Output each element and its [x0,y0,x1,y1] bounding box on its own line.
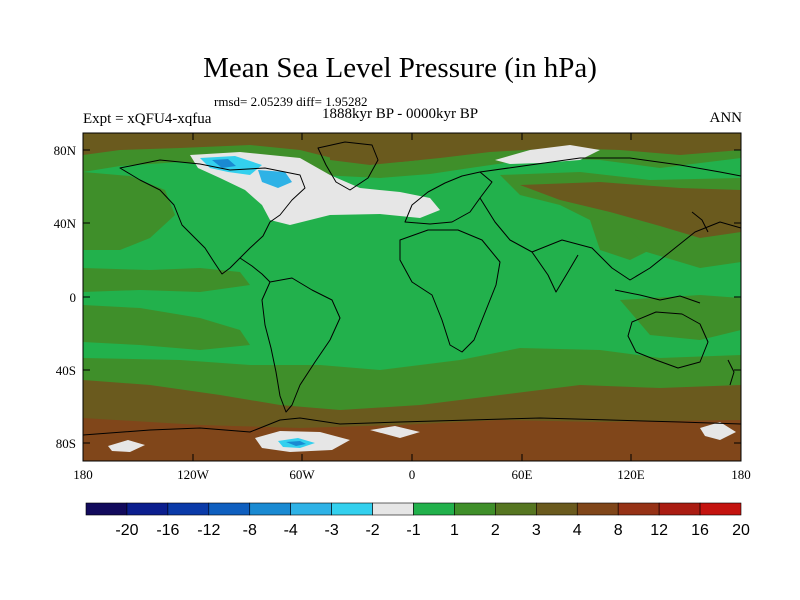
lat-label: 0 [70,290,77,305]
colorbar-swatch [249,502,291,516]
colorbar-label: 4 [573,522,582,539]
lon-label: 180 [73,467,93,482]
map-title: Mean Sea Level Pressure (in hPa) [203,52,597,84]
colorbar-label: -16 [156,522,179,539]
colorbar-label: 1 [450,522,459,539]
longitude-axis: 180 120W 60W 0 60E 120E 180 [73,467,751,482]
map-field [83,133,741,461]
lon-label: 60E [512,467,533,482]
lon-label: 120E [617,467,645,482]
colorbar-swatch [617,502,660,516]
colorbar-label: -4 [284,522,298,539]
colorbar-label: 12 [650,522,668,539]
colorbar-swatch [126,502,169,516]
colorbar-swatch [658,502,701,516]
colorbar-swatch [167,502,210,516]
field-8-12-band [83,418,741,461]
colorbar-swatch [495,502,537,516]
colorbar-swatch [372,502,414,516]
axis-ticks [83,133,741,461]
lat-label: 80N [54,143,77,158]
lon-label: 180 [731,467,751,482]
colorbar-swatch [331,502,373,516]
colorbar-swatch [208,502,251,516]
colorbar-swatch [536,502,578,516]
colorbar-label: -20 [115,522,138,539]
lat-label: 40S [56,363,76,378]
lon-label: 0 [409,467,416,482]
colorbar-label: -1 [406,522,420,539]
lat-label: 80S [56,436,76,451]
colorbar-swatch [413,502,455,516]
colorbar-swatch [576,502,619,516]
experiment-label: Expt = xQFU4-xqfua [83,111,212,127]
colorbar-label: 20 [732,522,750,539]
colorbar: -20 -16 -12 -8 -4 -3 -2 -1 1 2 3 4 8 12 16 20 [85,502,750,539]
colorbar-label: -8 [243,522,257,539]
rmsd-diff-stats: rmsd= 2.05239 diff= 1.95282 [214,94,368,109]
colorbar-label: -2 [365,522,379,539]
colorbar-swatch [454,502,496,516]
lon-label: 60W [289,467,315,482]
colorbar-label: 8 [614,522,623,539]
season-label: ANN [709,110,743,126]
lon-label: 120W [177,467,210,482]
field-negative-patches [200,156,315,448]
coastlines [83,141,741,436]
colorbar-swatch [699,502,742,516]
colorbar-label: 16 [691,522,709,539]
time-period-label: 1888kyr BP - 0000kyr BP [322,106,479,122]
colorbar-label: 3 [532,522,541,539]
colorbar-swatch [290,502,332,516]
lat-label: 40N [54,216,77,231]
colorbar-label: 2 [491,522,500,539]
latitude-axis: 80N 40N 0 40S 80S [54,143,77,451]
colorbar-label: -3 [325,522,339,539]
colorbar-label: -12 [197,522,220,539]
colorbar-swatch [85,502,128,516]
